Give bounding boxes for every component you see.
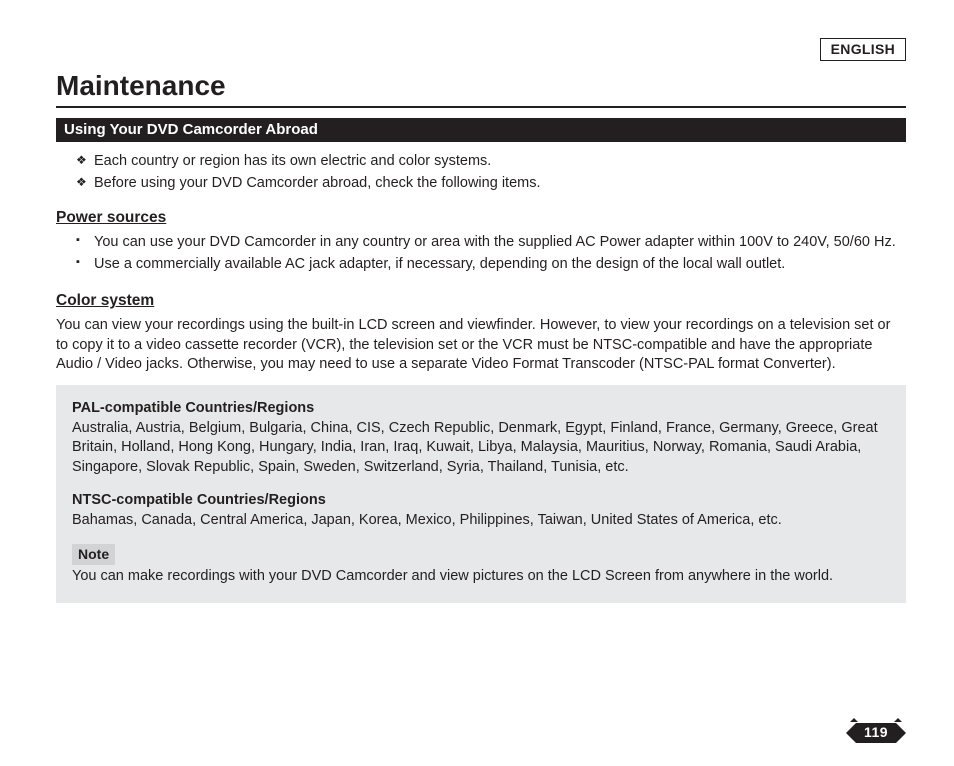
section-heading-bar: Using Your DVD Camcorder Abroad — [56, 118, 906, 142]
list-item: You can use your DVD Camcorder in any co… — [76, 233, 906, 253]
list-item: Before using your DVD Camcorder abroad, … — [76, 174, 906, 194]
language-tag: ENGLISH — [820, 38, 906, 61]
intro-list: Each country or region has its own elect… — [56, 152, 906, 193]
note-text: You can make recordings with your DVD Ca… — [72, 568, 833, 584]
info-box: PAL-compatible Countries/Regions Austral… — [56, 385, 906, 603]
page-number: 119 — [846, 724, 906, 740]
list-item: Use a commercially available AC jack ada… — [76, 255, 906, 275]
list-item: Each country or region has its own elect… — [76, 152, 906, 172]
pal-label: PAL-compatible Countries/Regions — [72, 400, 314, 416]
page-title: Maintenance — [56, 70, 906, 108]
ntsc-label: NTSC-compatible Countries/Regions — [72, 492, 326, 508]
pal-block: PAL-compatible Countries/Regions Austral… — [72, 399, 890, 477]
note-label: Note — [72, 544, 115, 565]
power-sources-list: You can use your DVD Camcorder in any co… — [56, 233, 906, 274]
color-system-heading: Color system — [56, 292, 906, 310]
power-sources-heading: Power sources — [56, 209, 906, 227]
color-system-body: You can view your recordings using the b… — [56, 316, 906, 375]
note-block: Note You can make recordings with your D… — [72, 544, 890, 586]
ntsc-block: NTSC-compatible Countries/Regions Bahama… — [72, 491, 890, 530]
page-number-badge: 119 — [846, 718, 906, 748]
pal-text: Australia, Austria, Belgium, Bulgaria, C… — [72, 420, 878, 475]
ntsc-text: Bahamas, Canada, Central America, Japan,… — [72, 512, 782, 528]
